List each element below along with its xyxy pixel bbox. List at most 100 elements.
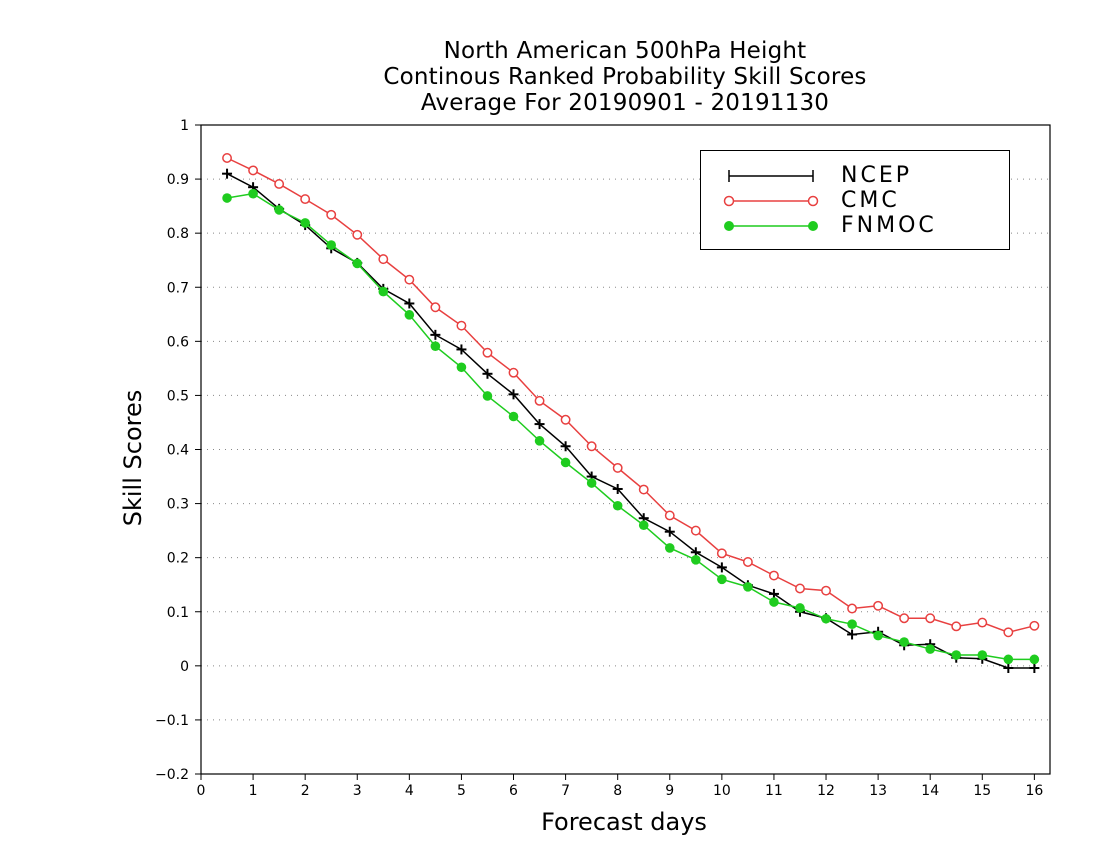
- x-axis-label: Forecast days: [541, 808, 707, 836]
- data-point-cmc: [847, 603, 858, 614]
- data-point-cmc: [690, 525, 701, 536]
- x-tick-label: 0: [197, 783, 206, 799]
- y-tick-label: −0.2: [155, 767, 189, 783]
- data-point-fnmoc: [482, 391, 493, 401]
- data-point-ncep: [508, 389, 519, 400]
- data-point-cmc: [821, 585, 831, 596]
- y-tick-label: 0.8: [167, 226, 189, 242]
- data-point-cmc: [664, 510, 675, 521]
- x-tick-label: 1: [249, 783, 258, 799]
- data-point-fnmoc: [560, 457, 571, 468]
- data-point-fnmoc: [1003, 654, 1014, 665]
- x-tick-label: 2: [301, 783, 310, 799]
- data-point-cmc: [430, 302, 441, 313]
- data-point-fnmoc: [925, 644, 936, 654]
- y-tick-label: 0.9: [167, 172, 189, 188]
- data-point-fnmoc: [326, 240, 337, 250]
- data-point-cmc: [925, 613, 936, 624]
- y-tick-label: 0.7: [167, 280, 189, 296]
- data-point-ncep: [1029, 662, 1040, 673]
- legend-marker-cmc: [723, 195, 819, 207]
- legend-marker-ncep: [728, 170, 814, 182]
- data-point-ncep: [482, 368, 493, 379]
- data-point-fnmoc: [378, 286, 389, 297]
- x-tick-label: 10: [713, 783, 731, 799]
- x-tick-label: 16: [1025, 783, 1043, 799]
- x-axis-ticks: 0 1 2 3 4 5 6 7 8 9 10 11 12 13 14 15 16: [197, 774, 1043, 799]
- data-point-cmc: [768, 570, 779, 581]
- plot-frame: [200, 124, 1051, 775]
- legend-item-fnmoc: FNMOC: [701, 214, 1009, 238]
- data-point-fnmoc: [222, 193, 232, 203]
- data-point-cmc: [352, 229, 363, 240]
- data-point-fnmoc: [873, 630, 883, 641]
- data-point-fnmoc: [977, 650, 988, 660]
- data-point-cmc: [248, 165, 259, 176]
- data-point-cmc: [326, 209, 337, 220]
- x-tick-label: 8: [613, 783, 622, 799]
- y-axis-ticks: 1 0.9 0.8 0.7 0.6 0.5 0.4 0.3 0.2 0.1 0 −0.1 −0.2: [155, 118, 201, 783]
- data-point-cmc: [1003, 627, 1014, 638]
- y-tick-label: 0.5: [167, 388, 189, 404]
- series-group: [222, 153, 1040, 673]
- grid-lines: [201, 178, 1050, 721]
- y-tick-label: 0.2: [167, 551, 189, 567]
- data-point-ncep: [430, 329, 441, 340]
- data-point-cmc: [456, 320, 467, 331]
- series-fnmoc: [222, 188, 1040, 665]
- data-point-cmc: [795, 583, 805, 594]
- chart-title-line-1: North American 500hPa Height: [443, 38, 807, 64]
- series-line-fnmoc: [226, 192, 1035, 661]
- data-point-ncep: [716, 562, 727, 573]
- x-tick-label: 7: [561, 783, 570, 799]
- data-point-fnmoc: [769, 597, 779, 607]
- data-point-cmc: [222, 153, 232, 163]
- chart-title-line-2: Continous Ranked Probability Skill Score…: [383, 64, 867, 90]
- legend-label-cmc: CMC: [841, 188, 900, 213]
- x-tick-label: 14: [921, 783, 939, 799]
- data-point-fnmoc: [1029, 654, 1040, 665]
- data-point-fnmoc: [404, 310, 415, 320]
- y-tick-label: 0.6: [167, 334, 189, 350]
- legend-marker-fnmoc: [724, 221, 818, 231]
- y-axis-label: Skill Scores: [119, 389, 147, 527]
- data-point-cmc: [534, 395, 545, 406]
- data-point-cmc: [274, 179, 285, 189]
- data-point-cmc: [378, 254, 389, 265]
- data-point-ncep: [560, 441, 571, 452]
- x-tick-label: 12: [817, 783, 835, 799]
- x-tick-label: 9: [665, 783, 674, 799]
- data-point-fnmoc: [456, 362, 467, 373]
- x-tick-label: 5: [457, 783, 466, 799]
- y-tick-label: 0.1: [167, 605, 189, 621]
- data-point-fnmoc: [743, 582, 753, 592]
- data-point-ncep: [404, 298, 415, 309]
- data-point-fnmoc: [508, 411, 519, 422]
- data-point-fnmoc: [638, 520, 649, 531]
- data-point-cmc: [508, 367, 519, 378]
- data-point-cmc: [1029, 620, 1040, 631]
- data-point-fnmoc: [612, 500, 623, 511]
- chart-title-line-3: Average For 20190901 - 20191130: [420, 90, 830, 116]
- y-tick-label: 0.4: [167, 443, 189, 459]
- data-point-fnmoc: [430, 341, 441, 352]
- series-cmc: [222, 153, 1040, 638]
- data-point-cmc: [716, 548, 727, 559]
- data-point-fnmoc: [300, 218, 310, 228]
- legend-label-fnmoc: FNMOC: [841, 213, 937, 238]
- legend: NCEP CMC FNMOC: [700, 150, 1010, 250]
- x-tick-label: 15: [973, 783, 991, 799]
- data-point-fnmoc: [274, 205, 284, 215]
- data-point-cmc: [977, 617, 988, 628]
- data-point-cmc: [899, 613, 910, 624]
- x-tick-label: 6: [509, 783, 518, 799]
- data-point-fnmoc: [664, 543, 675, 553]
- data-point-ncep: [664, 526, 675, 537]
- x-tick-label: 11: [765, 783, 783, 799]
- legend-item-ncep: NCEP: [701, 164, 1009, 188]
- data-point-fnmoc: [821, 613, 831, 624]
- y-tick-label: 0.3: [167, 497, 189, 513]
- data-point-cmc: [951, 621, 962, 632]
- y-tick-label: 0: [180, 659, 189, 675]
